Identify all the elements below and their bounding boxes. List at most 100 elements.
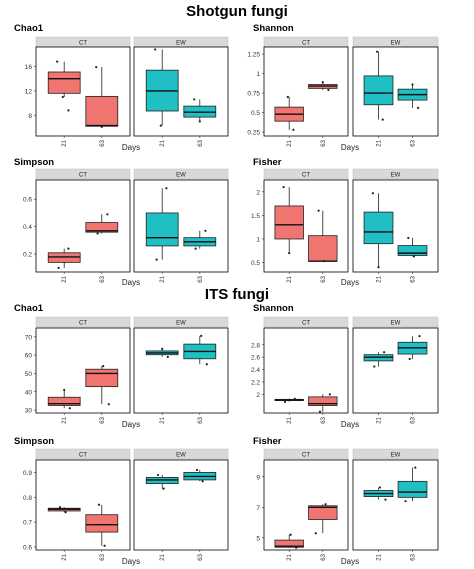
panel-frame [263,46,349,137]
strip-label: CT [302,40,310,46]
panel-strip [133,448,229,460]
chart-title: Simpson [14,436,54,447]
data-point [318,410,322,413]
x-tick-label: 21 [62,275,68,282]
data-point [411,83,414,86]
x-tick-label: 21 [160,139,166,146]
panel-frame [263,459,349,551]
data-point [408,357,411,361]
y-tick-label: 0.6 [23,197,32,204]
panel-strip [263,168,349,180]
y-tick-label: 7 [256,505,260,512]
panel-frame [133,327,229,414]
y-tick-label: 0.5 [251,260,260,267]
data-point [292,128,295,131]
strip-label: EW [176,40,186,46]
x-tick-label: 21 [62,553,68,560]
data-point [107,403,110,406]
x-tick-label: 63 [321,139,327,146]
x-axis-label: Days [122,143,140,152]
data-point [282,185,285,189]
box-ct-day-21: 21 [274,185,304,283]
chart-title: Shannon [253,23,294,34]
y-tick-label: 1.25 [247,52,260,59]
strip-label: EW [176,452,186,458]
panel-strip [263,316,349,328]
panel-ct: CT 21 63 [35,36,131,147]
panel-strip [352,448,439,460]
x-tick-label: 21 [160,553,166,560]
panel-ct: CT 21 63 [35,168,131,283]
data-point [95,66,98,69]
data-point [286,95,289,99]
data-point [295,546,298,549]
y-tick-label: 0.7 [23,520,32,527]
box-ew-day-21: 21 [145,48,179,147]
data-point [159,124,162,127]
strip-label: CT [79,172,87,178]
y-tick-label: 8 [28,113,32,120]
x-tick-label: 21 [377,416,383,423]
x-tick-label: 21 [287,416,293,423]
chart-fisher-shotgun: Fisher 0.5 1 1.5 2 CT 21 63 EW 21 63 Days [251,157,439,287]
data-point [201,480,204,483]
x-tick-label: 63 [321,553,327,560]
box-ct-day-21: 21 [274,95,304,147]
y-tick-label: 1.5 [251,213,260,220]
x-tick-label: 63 [100,416,106,423]
x-axis-label: Days [122,557,140,566]
x-tick-label: 63 [411,275,417,282]
data-point [165,187,168,190]
panel-frame [352,459,439,551]
section-title-shotgun: Shotgun fungi [186,3,288,20]
x-axis-label: Days [341,557,359,566]
data-point [373,365,376,368]
data-point [378,486,381,489]
panel-ct: CT 21 63 [35,316,131,424]
panel-ct: CT 21 63 [263,448,349,561]
panel-frame [35,459,131,551]
y-tick-label: 0.75 [247,91,260,98]
strip-label: EW [176,320,186,326]
box-body [47,396,81,406]
y-tick-label: 2.8 [251,342,260,349]
box-body [85,95,119,127]
x-tick-label: 21 [377,553,383,560]
x-tick-label: 63 [198,553,204,560]
panel-ew: EW 21 63 [133,448,229,561]
box-ct-day-63: 63 [85,66,119,147]
section-title-its: ITS fungi [205,286,269,303]
panel-ct: CT 21 63 [263,168,349,283]
y-tick-label: 0.6 [23,545,32,552]
box-ew-day-21: 21 [363,50,394,147]
y-tick-label: 2.2 [251,379,260,386]
y-tick-label: 1 [256,71,260,78]
data-point [97,503,101,506]
box-ew-day-21: 21 [145,473,179,561]
x-tick-label: 21 [62,139,68,146]
data-point [154,48,157,51]
panel-ew: EW 21 63 [352,168,439,283]
chart-title: Chao1 [14,303,44,314]
chart-chao1-shotgun: Chao1 8 12 16 CT 21 63 EW 21 63 Days [14,23,229,152]
y-tick-label: 60 [25,353,33,360]
strip-label: EW [391,320,401,326]
chart-title: Fisher [253,157,282,168]
strip-label: EW [176,172,186,178]
x-tick-label: 63 [198,416,204,423]
y-tick-label: 0.5 [251,110,260,117]
data-point [407,236,410,240]
strip-label: EW [391,452,401,458]
panel-ew: EW 21 63 [133,36,229,147]
y-tick-label: 50 [25,371,33,378]
x-tick-label: 63 [100,553,106,560]
data-point [288,252,291,255]
data-point [417,106,420,109]
data-point [204,229,207,232]
data-point [198,120,201,123]
panel-strip [35,168,131,180]
data-point [63,388,66,392]
data-point [162,487,165,490]
data-point [205,363,208,366]
